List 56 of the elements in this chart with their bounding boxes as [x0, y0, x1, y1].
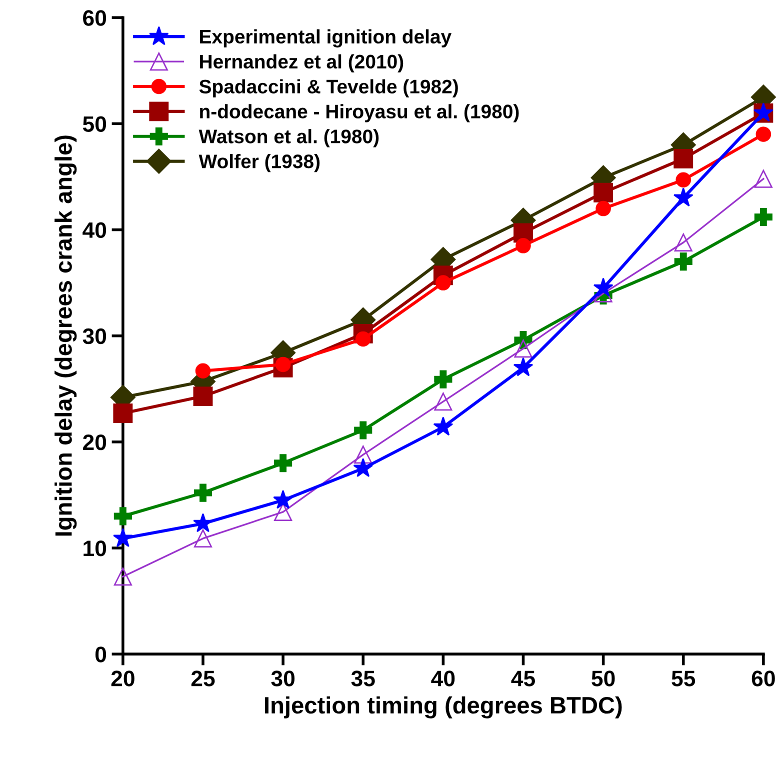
- legend-label: Wolfer (1938): [198, 154, 320, 172]
- x-tick-label: 55: [672, 670, 696, 686]
- y-tick-label: 30: [82, 328, 106, 344]
- point: [674, 233, 692, 252]
- y-tick-label: 60: [83, 10, 106, 26]
- point: [514, 340, 532, 358]
- point: [194, 529, 212, 548]
- x-tick-label: 30: [271, 670, 295, 686]
- x-tick-label: 25: [191, 670, 215, 686]
- x-tick-label: 45: [511, 670, 535, 686]
- y-tick-label: 0: [95, 646, 106, 662]
- point: [273, 490, 293, 509]
- point: [596, 200, 611, 216]
- point: [676, 172, 692, 188]
- x-axis-title: Injection timing (degrees BTDC): [265, 696, 622, 718]
- point: [754, 208, 772, 226]
- point: [353, 458, 374, 477]
- point: [513, 357, 534, 376]
- point: [193, 513, 213, 532]
- point: [354, 421, 372, 440]
- point: [114, 507, 132, 526]
- y-tick-label: 40: [82, 222, 106, 238]
- point: [113, 404, 133, 423]
- point: [434, 370, 452, 388]
- x-tick-label: 60: [752, 670, 775, 686]
- legend-label: n-dodecane - Hiroyasu et al. (1980): [200, 104, 519, 122]
- legend-label: Hernandez et al (2010): [200, 54, 404, 72]
- legend-label: Watson et al. (1980): [198, 129, 379, 148]
- x-tick-label: 40: [431, 670, 455, 686]
- point: [674, 148, 694, 168]
- point: [194, 484, 212, 502]
- y-tick-label: 20: [83, 434, 106, 450]
- legend-label: Spadaccini & Tevelde (1982): [199, 79, 458, 98]
- y-tick-label: 10: [84, 540, 106, 556]
- point: [594, 182, 614, 202]
- y-tick-label: 50: [82, 116, 106, 132]
- x-tick-label: 20: [111, 670, 134, 686]
- x-tick-label: 50: [592, 670, 615, 686]
- point: [274, 454, 292, 472]
- point: [673, 188, 694, 206]
- point: [433, 416, 454, 436]
- point: [754, 170, 772, 188]
- point: [114, 568, 132, 586]
- x-tick-label: 35: [351, 670, 375, 686]
- point: [195, 363, 211, 378]
- point: [193, 386, 213, 406]
- point: [516, 238, 531, 254]
- point: [434, 392, 452, 411]
- point: [354, 446, 372, 464]
- point: [674, 252, 692, 271]
- point: [756, 126, 772, 142]
- point: [593, 278, 614, 297]
- y-axis-title: Ignition delay (degrees crank angle): [54, 136, 77, 536]
- point: [112, 528, 133, 548]
- legend-label: Experimental ignition delay: [200, 29, 452, 48]
- point: [274, 502, 292, 521]
